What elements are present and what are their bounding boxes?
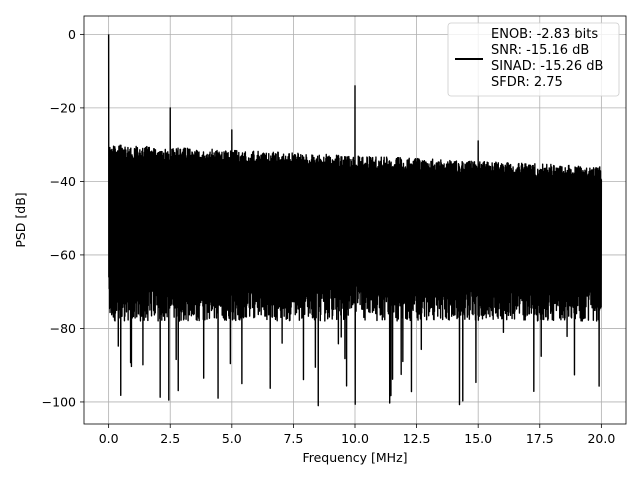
legend-line-1: ENOB: -2.83 bits xyxy=(491,27,598,42)
y-tick-label: −80 xyxy=(50,321,76,336)
x-tick-label: 17.5 xyxy=(526,431,554,446)
x-tick-label: 2.5 xyxy=(160,431,180,446)
x-tick-label: 5.0 xyxy=(222,431,242,446)
y-axis-label: PSD [dB] xyxy=(13,192,28,247)
x-axis-label: Frequency [MHz] xyxy=(302,450,407,465)
x-tick-label: 10.0 xyxy=(341,431,369,446)
legend: ENOB: -2.83 bits SNR: -15.16 dB SINAD: -… xyxy=(447,22,620,97)
y-tick-label: −20 xyxy=(50,100,76,115)
ticks: 0.0 2.5 5.0 7.5 10.0 12.5 15.0 17.5 20.0 0 −20 −40 −… xyxy=(42,27,616,446)
plot-area xyxy=(107,34,603,407)
y-tick-label: −100 xyxy=(42,394,76,409)
y-tick-label: −60 xyxy=(50,247,76,262)
x-tick-label: 0.0 xyxy=(99,431,119,446)
x-tick-label: 20.0 xyxy=(587,431,615,446)
x-tick-label: 7.5 xyxy=(283,431,303,446)
legend-line-4: SFDR: 2.75 xyxy=(491,75,563,90)
psd-series-line xyxy=(107,34,603,407)
legend-line-2: SNR: -15.16 dB xyxy=(491,43,589,58)
x-tick-label: 15.0 xyxy=(464,431,492,446)
legend-box xyxy=(447,22,620,97)
y-tick-label: 0 xyxy=(68,27,76,42)
y-tick-label: −40 xyxy=(50,174,76,189)
legend-line-3: SINAD: -15.26 dB xyxy=(491,59,603,74)
x-tick-label: 12.5 xyxy=(403,431,431,446)
